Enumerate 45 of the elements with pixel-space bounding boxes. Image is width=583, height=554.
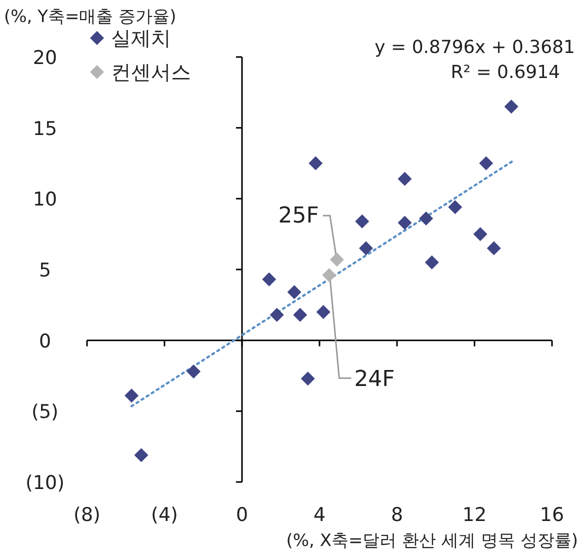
annotation: R² = 0.6914 bbox=[450, 62, 560, 83]
annotation: 24F bbox=[354, 367, 395, 392]
y-tick-label: (10) bbox=[25, 472, 65, 494]
y-tick-label: 0 bbox=[38, 330, 52, 352]
point bbox=[479, 156, 494, 170]
x-axis-title: (%, X축=달러 환산 세계 명목 성장률) bbox=[286, 531, 578, 551]
y-tick-label: 15 bbox=[32, 118, 58, 140]
point bbox=[134, 448, 148, 462]
y-tick-label: (5) bbox=[32, 401, 58, 424]
point bbox=[424, 255, 439, 270]
annotation: 25F bbox=[278, 204, 319, 229]
point bbox=[316, 305, 330, 319]
x-tick-label: (8) bbox=[74, 504, 100, 526]
x-tick-label: 12 bbox=[462, 504, 487, 526]
point bbox=[359, 241, 373, 256]
point bbox=[293, 308, 308, 322]
point bbox=[186, 364, 201, 378]
x-tick-label: 0 bbox=[236, 504, 248, 526]
point bbox=[504, 100, 518, 114]
point bbox=[448, 200, 462, 214]
annotation: y = 0.8796x + 0.3681 bbox=[374, 37, 575, 58]
point bbox=[398, 216, 412, 230]
x-tick-label: 16 bbox=[540, 504, 564, 526]
x-tick-label: 8 bbox=[390, 504, 404, 526]
y-axis-title: (%, Y축=매출 증가율) bbox=[4, 7, 176, 27]
point bbox=[262, 272, 276, 286]
point bbox=[398, 172, 412, 186]
point bbox=[124, 388, 139, 403]
point bbox=[308, 156, 323, 170]
x-tick-label: (4) bbox=[151, 504, 178, 526]
point bbox=[300, 372, 315, 386]
point bbox=[287, 285, 302, 300]
point bbox=[330, 252, 344, 267]
y-tick-label: 20 bbox=[32, 47, 58, 69]
point bbox=[486, 241, 501, 256]
point bbox=[473, 227, 488, 242]
point bbox=[322, 268, 336, 282]
point bbox=[419, 212, 434, 226]
y-tick-label: 10 bbox=[32, 188, 58, 211]
point bbox=[355, 214, 370, 228]
legend-label: 실제치 bbox=[111, 26, 171, 50]
y-tick-label: 5 bbox=[38, 260, 52, 282]
legend-label: 컨센서스 bbox=[111, 60, 191, 84]
point bbox=[270, 308, 284, 322]
x-tick-label: 4 bbox=[313, 504, 326, 526]
